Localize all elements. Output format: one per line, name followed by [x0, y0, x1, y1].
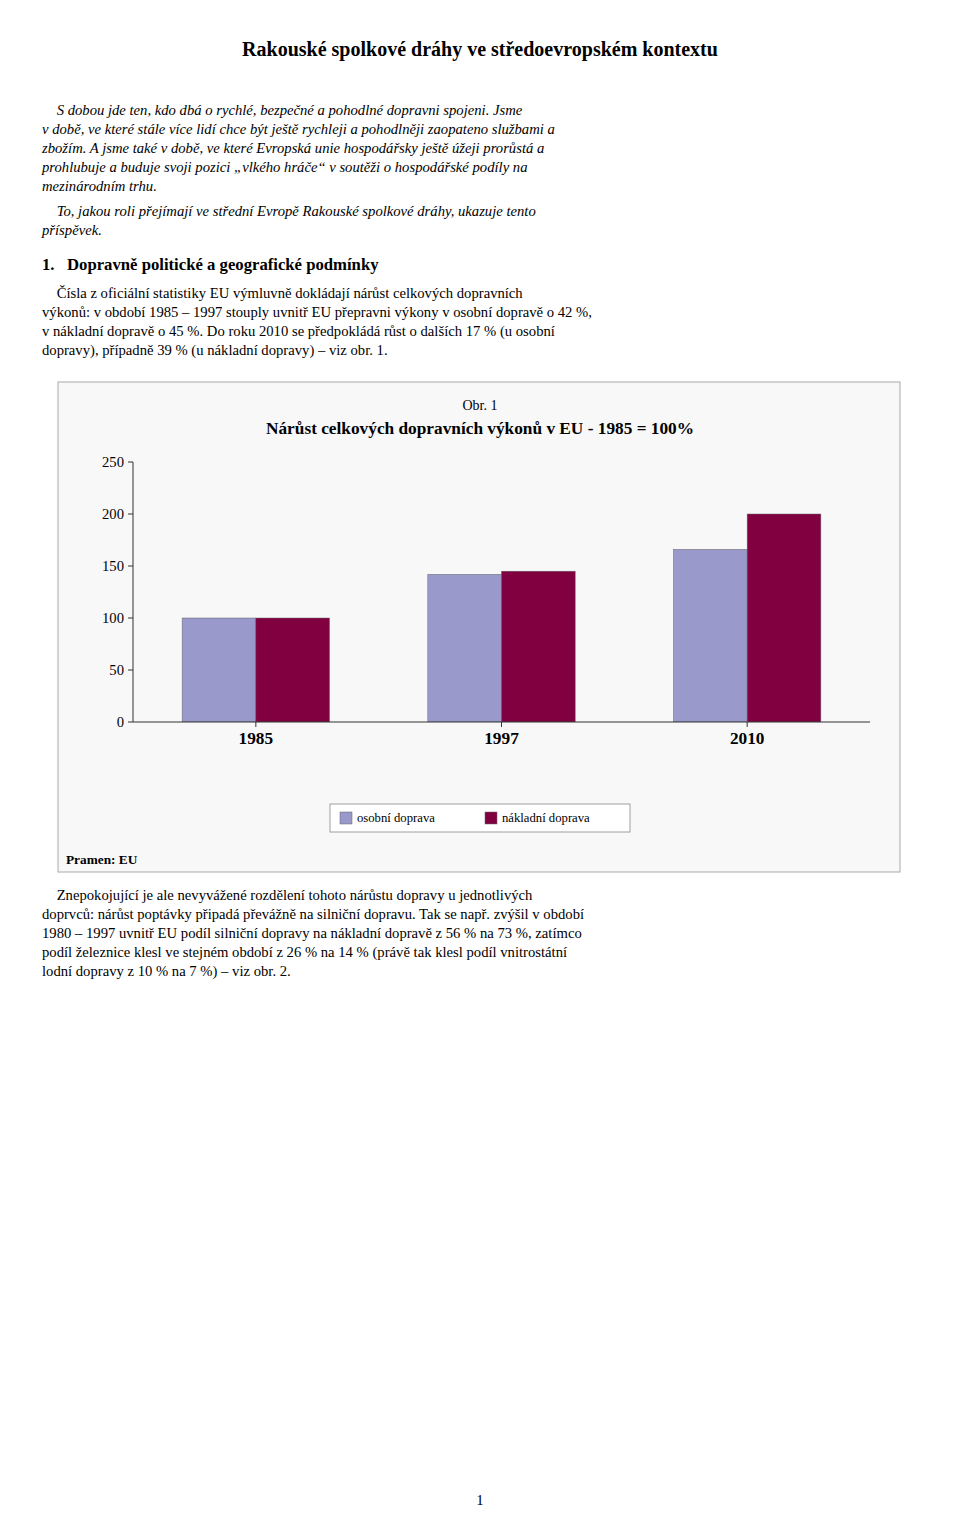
page-title: Rakouské spolkové dráhy ve středoevropsk… [242, 38, 718, 61]
bar [502, 571, 576, 722]
bar [256, 618, 330, 722]
section-title: 1. Dopravně politické a geografické podm… [42, 255, 379, 274]
bar [747, 514, 821, 722]
paragraph-line: Čísla z oficiální statistiky EU výmluvně… [42, 285, 523, 301]
chart-box [58, 382, 900, 872]
x-tick-label: 1985 [239, 729, 274, 748]
bar [182, 618, 256, 722]
legend-label: osobní doprava [357, 811, 435, 825]
page-background [0, 0, 960, 1517]
y-tick-label: 250 [102, 454, 124, 470]
y-tick [128, 670, 133, 671]
chart-title: Nárůst celkových dopravních výkonů v EU … [266, 419, 694, 438]
paragraph-line: 1980 – 1997 uvnitř EU podíl silniční dop… [42, 925, 582, 941]
paragraph-line: lodní dopravy z 10 % na 7 %) – viz obr. … [42, 963, 291, 980]
y-tick-label: 200 [102, 506, 124, 522]
legend-box [330, 804, 630, 832]
y-tick-label: 0 [117, 714, 124, 730]
y-tick-label: 100 [102, 610, 124, 626]
paragraph-line: dopravy), případně 39 % (u nákladní dopr… [42, 342, 388, 359]
page-number: 1 [476, 1492, 483, 1508]
paragraph-line: Znepokojující je ale nevyvážené rozdělen… [42, 887, 533, 903]
paragraph-line: prohlubuje a buduje svoji pozici „vlkého… [41, 159, 528, 175]
y-tick [128, 722, 133, 723]
x-tick [501, 722, 502, 727]
y-tick [128, 462, 133, 463]
y-axis-line [133, 462, 134, 722]
paragraph-line: v době, ve které stále více lidí chce bý… [42, 121, 555, 137]
y-tick [128, 514, 133, 515]
y-tick-label: 50 [109, 662, 124, 678]
paragraph-line: zbožím. A jsme také v době, ve které Evr… [41, 140, 544, 156]
figure-label: Obr. 1 [463, 398, 498, 413]
bar [673, 549, 747, 722]
paragraph-line: S dobou jde ten, kdo dbá o rychlé, bezpe… [42, 102, 523, 118]
legend-swatch [340, 812, 352, 824]
legend-swatch [485, 812, 497, 824]
paragraph-line: doprvců: nárůst poptávky připadá převážn… [42, 906, 584, 922]
bar [428, 574, 502, 722]
paragraph-line: podíl železnice klesl ve stejném období … [42, 944, 567, 961]
source-label: Pramen: EU [66, 852, 138, 867]
page: Rakouské spolkové dráhy ve středoevropsk… [0, 0, 960, 1517]
x-tick [255, 722, 256, 727]
y-tick [128, 566, 133, 567]
x-tick-label: 1997 [484, 729, 519, 748]
x-tick-label: 2010 [730, 729, 765, 748]
bars [182, 514, 821, 722]
y-tick-label: 150 [102, 558, 124, 574]
x-tick [747, 722, 748, 727]
y-tick [128, 618, 133, 619]
paragraph-line: výkonů: v období 1985 – 1997 stouply uvn… [42, 304, 592, 320]
paragraph-line: To, jakou roli přejímají ve střední Evro… [42, 203, 536, 219]
paragraph-line: mezinárodním trhu. [42, 178, 157, 194]
paragraph-line: v nákladní dopravě o 45 %. Do roku 2010 … [42, 323, 555, 340]
paragraph-line: příspěvek. [41, 222, 102, 238]
legend-label: nákladní doprava [502, 811, 590, 825]
